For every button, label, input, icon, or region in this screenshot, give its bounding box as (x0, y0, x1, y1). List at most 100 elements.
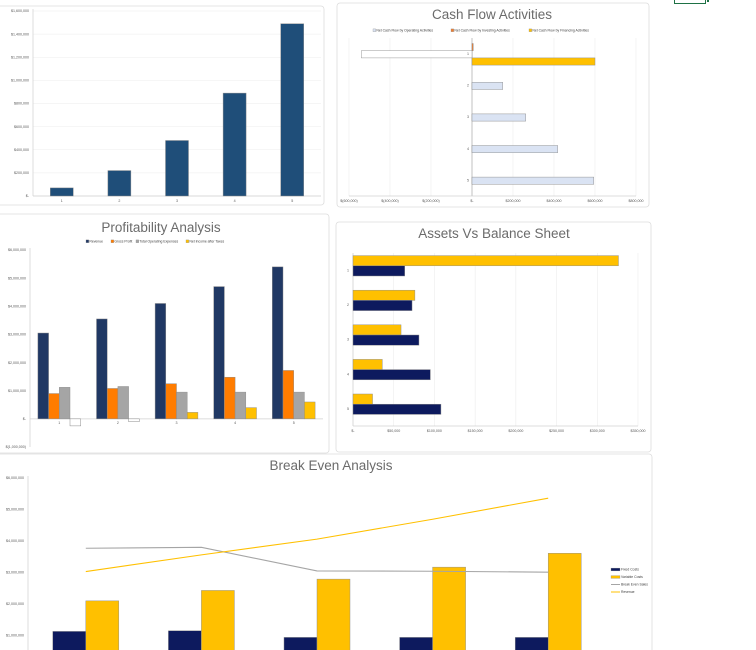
series-bar[interactable] (280, 23, 304, 197)
variable-costs-bar[interactable] (432, 566, 466, 650)
legend-item-revenue[interactable]: Revenue (611, 590, 635, 594)
legend-label: Variable Costs (621, 575, 643, 579)
y-tick-label: $- (26, 194, 30, 198)
legend-label: Revenue (89, 240, 103, 244)
revenue-bar[interactable] (154, 303, 167, 420)
fixed-costs-bar[interactable] (52, 631, 87, 650)
x-category-label: 2 (117, 421, 119, 425)
chart-panel-assets[interactable] (335, 221, 652, 453)
total-operating-expenses-bar[interactable] (234, 391, 247, 420)
series-bar[interactable] (50, 187, 74, 197)
legend-item-break-even-sales[interactable]: Break Even Sales (611, 583, 648, 587)
fill-handle[interactable] (707, 0, 709, 2)
legend-item-fixed-costs[interactable]: Fixed Costs (610, 568, 639, 572)
net-income-after-taxes-bar[interactable] (69, 418, 81, 427)
legend-label: Net Income after Taxes (189, 240, 224, 244)
y-tick-label: $3,000,000 (8, 333, 26, 337)
y-tick-label: $4,000,000 (6, 539, 24, 543)
series-bar[interactable] (352, 403, 442, 415)
revenue-bar[interactable] (37, 332, 49, 420)
total-operating-expenses-bar[interactable] (293, 391, 305, 420)
chart-title: Profitability Analysis (101, 220, 221, 235)
series-bar[interactable] (352, 359, 383, 370)
y-tick-label: $1,000,000 (6, 634, 24, 638)
legend-swatch (372, 28, 376, 32)
y-tick-label: $6,000,000 (6, 476, 24, 480)
total-operating-expenses-bar[interactable] (176, 391, 188, 420)
x-category-label: 4 (234, 421, 236, 425)
fixed-costs-bar[interactable] (283, 637, 318, 650)
series-bar[interactable] (352, 265, 405, 277)
total-operating-expenses-bar[interactable] (59, 387, 71, 420)
legend-item-total-operating-expenses[interactable]: Total Operating Expenses (135, 239, 179, 244)
x-category-label: 5 (293, 421, 295, 425)
net-cash-flow-by-operating-activities-bar[interactable] (471, 113, 526, 122)
net-cash-flow-by-operating-activities-bar[interactable] (471, 176, 594, 185)
revenue-bar[interactable] (213, 286, 225, 420)
gross-profit-bar[interactable] (282, 370, 294, 420)
legend-item-net-cash-flow-by-investing-activities[interactable]: Net Cash Flow by Investing Activities (450, 29, 510, 33)
legend-swatch (85, 239, 89, 243)
y-tick-label: $5,000,000 (6, 508, 24, 512)
series-bar[interactable] (352, 369, 431, 381)
legend-item-variable-costs[interactable]: Variable Costs (610, 575, 643, 579)
total-operating-expenses-bar[interactable] (117, 386, 129, 420)
series-bar[interactable] (165, 140, 189, 197)
revenue-bar[interactable] (272, 266, 284, 420)
legend-item-net-income-after-taxes[interactable]: Net Income after Taxes (185, 240, 225, 244)
fixed-costs-bar[interactable] (514, 637, 549, 650)
legend-label: Net Cash Flow by Investing Activities (454, 29, 510, 33)
net-income-after-taxes-bar[interactable] (304, 401, 316, 420)
series-bar[interactable] (352, 324, 402, 336)
series-bar[interactable] (352, 334, 420, 346)
variable-costs-bar[interactable] (316, 578, 351, 650)
series-bar[interactable] (222, 92, 247, 197)
net-cash-flow-by-operating-activities-bar[interactable] (361, 50, 473, 59)
chart-panel-break-even[interactable] (0, 453, 653, 650)
revenue-line[interactable] (85, 497, 549, 573)
series-bar[interactable] (352, 289, 416, 301)
chart-panel-revenue[interactable] (0, 5, 325, 206)
gross-profit-bar[interactable] (48, 393, 60, 420)
gross-profit-bar[interactable] (224, 376, 236, 420)
y-tick-label: $1,000,000 (8, 389, 26, 393)
legend-label: Gross Profit (114, 240, 132, 244)
series-bar[interactable] (107, 170, 132, 197)
x-category-label: 1 (61, 199, 63, 203)
x-tick-label: $- (470, 199, 474, 203)
break-even-sales-line[interactable] (85, 546, 549, 573)
legend-swatch (135, 239, 139, 243)
series-bar[interactable] (352, 300, 413, 311)
net-cash-flow-by-operating-activities-bar[interactable] (471, 145, 558, 153)
net-cash-flow-by-operating-activities-bar[interactable] (471, 82, 503, 90)
net-income-after-taxes-bar[interactable] (186, 412, 199, 420)
legend-item-gross-profit[interactable]: Gross Profit (110, 240, 132, 244)
net-cash-flow-by-investing-activities-bar[interactable] (471, 43, 474, 51)
variable-costs-bar[interactable] (547, 553, 582, 650)
net-cash-flow-by-financing-activities-bar[interactable] (471, 57, 596, 66)
cell-selection-box[interactable] (674, 0, 710, 4)
fixed-costs-bar[interactable] (168, 630, 202, 650)
y-category-label: 4 (467, 147, 469, 151)
net-income-after-taxes-bar[interactable] (128, 418, 140, 422)
legend-item-revenue[interactable]: Revenue (85, 239, 103, 244)
y-tick-label: $600,000 (14, 125, 29, 129)
y-tick-label: $6,000,000 (8, 248, 26, 252)
variable-costs-bar[interactable] (201, 590, 235, 650)
revenue-bar[interactable] (96, 318, 108, 420)
legend-label: Break Even Sales (621, 583, 648, 587)
revenue-bar-chart: $- $200,000 $400,000 $600,000 $800,000 $1,000… (11, 9, 321, 203)
net-income-after-taxes-bar[interactable] (245, 407, 257, 420)
chart-panel-cash-flow[interactable] (336, 2, 650, 208)
x-tick-label: $150,000 (468, 429, 483, 433)
series-bar[interactable] (352, 393, 373, 405)
gross-profit-bar[interactable] (106, 388, 119, 420)
series-bar[interactable] (352, 255, 619, 267)
fixed-costs-bar[interactable] (399, 637, 433, 650)
variable-costs-bar[interactable] (85, 600, 120, 650)
x-category-label: 2 (118, 199, 120, 203)
x-tick-label: $600,000 (588, 199, 603, 203)
gross-profit-bar[interactable] (165, 383, 177, 420)
legend-item-net-cash-flow-by-financing-activities[interactable]: Net Cash Flow by Financing Activities (528, 29, 589, 33)
legend-item-net-cash-flow-by-operating-activities[interactable]: Net Cash Flow by Operating Activities (372, 28, 433, 33)
